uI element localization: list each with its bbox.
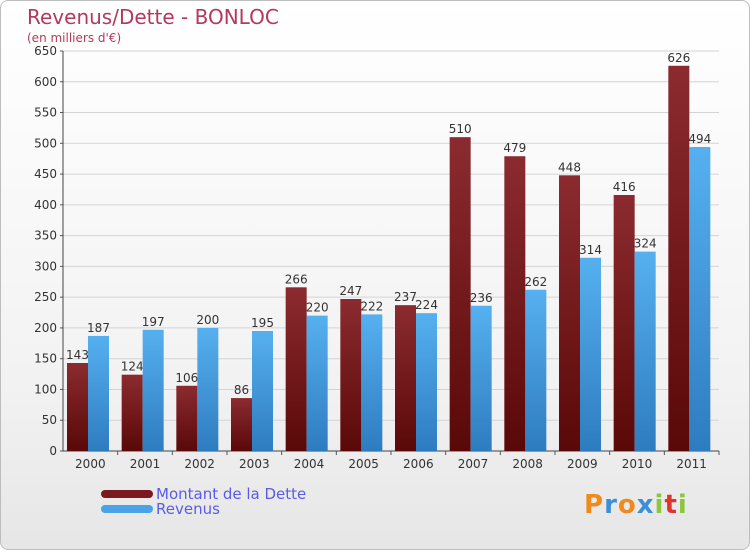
data-label-dette: 266 bbox=[285, 272, 308, 286]
x-tick-label: 2010 bbox=[622, 457, 653, 471]
legend-swatch-dette bbox=[101, 490, 153, 498]
x-tick-label: 2004 bbox=[294, 457, 325, 471]
bar-dette bbox=[613, 195, 635, 451]
bar-dette bbox=[340, 299, 362, 451]
y-tick-label: 450 bbox=[34, 167, 57, 181]
bar-dette bbox=[121, 374, 143, 451]
x-tick-label: 2007 bbox=[458, 457, 489, 471]
y-tick-label: 550 bbox=[34, 106, 57, 120]
data-label-dette: 416 bbox=[613, 180, 636, 194]
bar-dette bbox=[67, 363, 88, 451]
bar-dette bbox=[395, 305, 416, 451]
bar-revenus bbox=[525, 289, 547, 451]
data-label-revenus: 197 bbox=[142, 315, 165, 329]
bar-dette bbox=[449, 137, 471, 451]
data-label-revenus: 262 bbox=[524, 275, 547, 289]
y-tick-label: 650 bbox=[34, 44, 57, 58]
x-tick-label: 2008 bbox=[512, 457, 543, 471]
y-tick-label: 600 bbox=[34, 75, 57, 89]
bar-revenus bbox=[689, 147, 711, 451]
data-label-dette: 106 bbox=[175, 371, 198, 385]
bar-dette bbox=[559, 175, 580, 452]
data-label-revenus: 224 bbox=[415, 298, 438, 312]
y-tick-label: 150 bbox=[34, 352, 57, 366]
bar-revenus bbox=[142, 329, 164, 451]
logo-letter: P bbox=[584, 490, 605, 520]
x-tick-label: 2001 bbox=[130, 457, 161, 471]
data-label-dette: 247 bbox=[339, 284, 362, 298]
data-label-revenus: 314 bbox=[579, 243, 602, 257]
logo-letter: t bbox=[664, 490, 678, 520]
bar-revenus bbox=[306, 315, 328, 451]
data-label-dette: 626 bbox=[667, 51, 690, 65]
proxiti-logo: Proxiti bbox=[584, 490, 688, 520]
data-label-dette: 448 bbox=[558, 160, 581, 174]
data-label-revenus: 222 bbox=[360, 299, 383, 313]
y-tick-label: 500 bbox=[34, 136, 57, 150]
chart-title: Revenus/Dette - BONLOC bbox=[27, 5, 279, 29]
data-label-dette: 237 bbox=[394, 290, 417, 304]
bar-dette bbox=[504, 156, 526, 451]
x-tick-label: 2005 bbox=[348, 457, 379, 471]
legend-swatch-revenus bbox=[101, 505, 153, 513]
data-label-revenus: 195 bbox=[251, 316, 274, 330]
y-tick-label: 250 bbox=[34, 290, 57, 304]
bar-dette bbox=[668, 65, 690, 452]
logo-letter: i bbox=[654, 490, 665, 520]
y-tick-label: 400 bbox=[34, 198, 57, 212]
legend-label-revenus: Revenus bbox=[156, 500, 220, 518]
y-tick-label: 50 bbox=[42, 413, 57, 427]
bar-revenus bbox=[88, 335, 109, 451]
x-tick-label: 2000 bbox=[75, 457, 106, 471]
x-tick-label: 2011 bbox=[676, 457, 707, 471]
y-tick-label: 200 bbox=[34, 321, 57, 335]
logo-letter: i bbox=[677, 490, 688, 520]
bar-dette bbox=[285, 287, 307, 451]
data-label-dette: 86 bbox=[234, 383, 249, 397]
data-label-revenus: 200 bbox=[196, 313, 219, 327]
data-label-revenus: 494 bbox=[688, 132, 711, 146]
logo-letter: x bbox=[636, 490, 655, 520]
data-label-revenus: 187 bbox=[87, 321, 110, 335]
data-label-dette: 143 bbox=[66, 348, 89, 362]
data-label-dette: 124 bbox=[121, 360, 144, 374]
x-tick-label: 2006 bbox=[403, 457, 434, 471]
bar-revenus bbox=[580, 257, 601, 451]
bar-revenus bbox=[416, 313, 437, 451]
chart-subtitle: (en milliers d'€) bbox=[27, 31, 122, 45]
logo-letter: o bbox=[617, 490, 637, 520]
x-tick-label: 2003 bbox=[239, 457, 270, 471]
data-label-revenus: 236 bbox=[470, 291, 493, 305]
y-tick-label: 300 bbox=[34, 259, 57, 273]
data-label-revenus: 220 bbox=[306, 301, 329, 315]
bar-revenus bbox=[634, 251, 656, 451]
x-tick-label: 2009 bbox=[567, 457, 598, 471]
bar-revenus bbox=[197, 327, 219, 451]
bar-dette bbox=[176, 385, 198, 451]
logo-letter: r bbox=[604, 490, 618, 520]
x-tick-label: 2002 bbox=[184, 457, 215, 471]
legend-label-dette: Montant de la Dette bbox=[156, 485, 307, 503]
bar-dette bbox=[231, 398, 252, 451]
y-tick-label: 350 bbox=[34, 229, 57, 243]
data-label-dette: 479 bbox=[503, 141, 526, 155]
data-label-revenus: 324 bbox=[634, 237, 657, 251]
bar-revenus bbox=[470, 305, 492, 451]
data-label-dette: 510 bbox=[449, 122, 472, 136]
bar-revenus bbox=[361, 314, 383, 451]
y-tick-label: 0 bbox=[49, 444, 57, 458]
y-tick-label: 100 bbox=[34, 382, 57, 396]
bar-revenus bbox=[252, 331, 273, 451]
